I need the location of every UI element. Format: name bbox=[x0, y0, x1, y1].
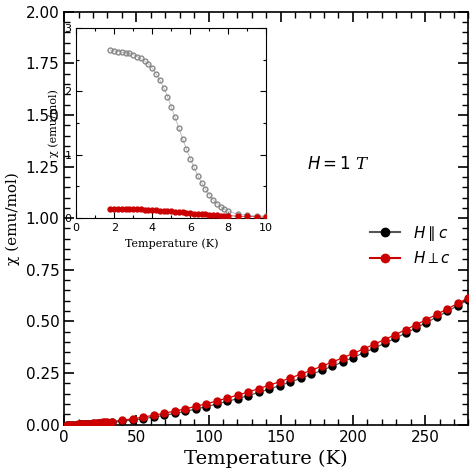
X-axis label: Temperature (K): Temperature (K) bbox=[184, 450, 348, 468]
Y-axis label: χ (emu/mol): χ (emu/mol) bbox=[6, 172, 20, 264]
Legend: $H \parallel c$, $H \perp c$: $H \parallel c$, $H \perp c$ bbox=[364, 218, 457, 273]
Text: $H = 1$ T: $H = 1$ T bbox=[307, 155, 370, 173]
